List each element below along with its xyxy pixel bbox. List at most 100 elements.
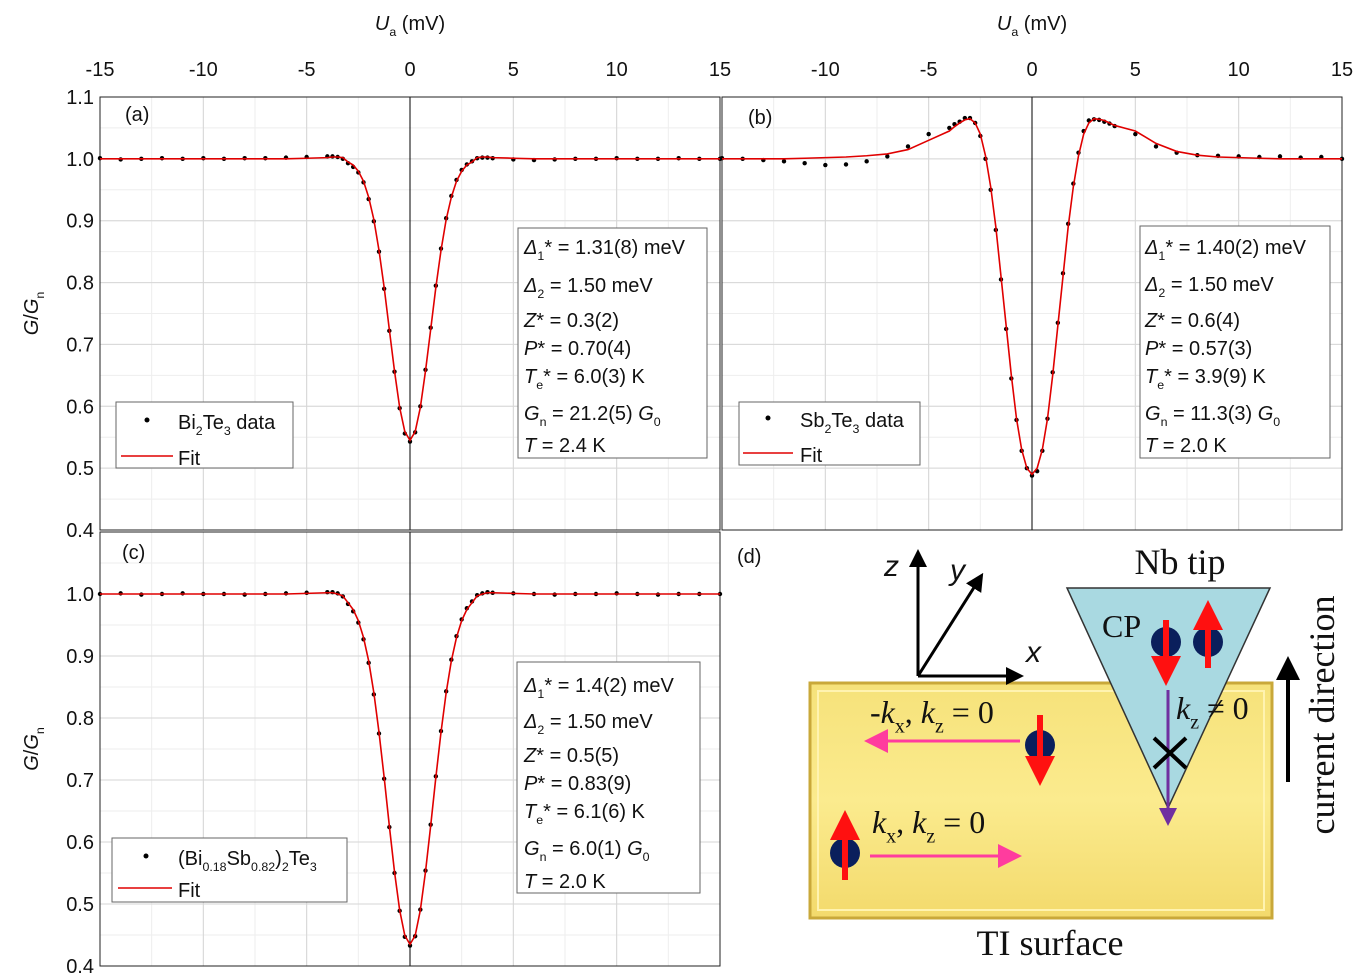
surface-label: TI surface	[977, 923, 1124, 963]
plot-frame	[99, 531, 721, 967]
fit-parameter: T = 2.0 K	[524, 871, 606, 893]
fit-parameter: Δ1* = 1.4(2) meV	[523, 675, 675, 701]
x-tick-label: 5	[1130, 59, 1141, 81]
axis-label: y	[948, 554, 967, 587]
data-point	[823, 162, 828, 168]
y-tick-label: 0.8	[66, 273, 94, 295]
legend-label: Fit	[178, 880, 201, 902]
kz-label: kz ≠ 0	[1176, 690, 1249, 734]
y-tick-label: 0.9	[66, 211, 94, 233]
legend-marker	[144, 417, 150, 423]
momentum-label: kx, kz = 0	[872, 804, 985, 848]
fit-line	[100, 591, 720, 946]
chart-panel: -10 -5 0 5 10 15 Ua (mV) (b) Sb2Te3 data Fit Δ1* =…	[719, 13, 1353, 531]
spins	[830, 600, 1223, 880]
y-tick-label: 0.6	[66, 396, 94, 418]
fit-parameter: Z* = 0.5(5)	[523, 745, 619, 767]
params-box	[517, 227, 708, 459]
fit-line	[100, 156, 720, 442]
data-point	[864, 159, 869, 164]
axis-label: x	[1024, 636, 1042, 669]
fit-parameter: Δ1* = 1.40(2) meV	[1144, 237, 1307, 263]
axis-label: z	[883, 550, 899, 583]
cp-label: CP	[1102, 608, 1141, 644]
bevel	[817, 690, 1265, 911]
fit-parameter: Gn = 6.0(1) G0	[524, 838, 650, 864]
panel-label: (d)	[737, 546, 761, 568]
current-label: current direction	[1302, 596, 1342, 835]
y-tick-label: 0.9	[66, 646, 94, 668]
fit-parameter: Gn = 11.3(3) G0	[1145, 403, 1280, 429]
data-point	[885, 154, 890, 159]
x-tick-label: 5	[508, 59, 519, 81]
panel-label: (b)	[748, 107, 772, 129]
chart-panel: 0.4 0.5 0.6 0.7 0.8 0.9 1.0 G/Gn (c) (Bi0.18Sb0.8…	[21, 531, 723, 976]
fit-parameter: Δ2 = 1.50 meV	[523, 275, 653, 301]
data-point	[802, 160, 807, 166]
x-tick-label: -15	[86, 59, 115, 81]
charts: -15 -10 -5 0 5 10 15 0.4 0.5 0.6 0.7 0.8 0.9 1.0 1.1 Ua…	[21, 13, 1353, 976]
y-tick-label: 0.6	[66, 832, 94, 854]
y-tick-label: 0.4	[66, 956, 94, 976]
y-tick-label: 0.4	[66, 520, 94, 542]
fit-parameter: Te* = 3.9(9) K	[1145, 366, 1267, 392]
legend-marker	[765, 415, 771, 421]
fit-parameter: Te* = 6.1(6) K	[524, 801, 646, 827]
legend-label: Fit	[178, 448, 201, 470]
y-tick-label: 0.7	[66, 770, 94, 792]
x-tick-label: -10	[189, 59, 218, 81]
tip-label: Nb tip	[1134, 542, 1225, 582]
data-point	[781, 159, 787, 164]
fit-parameter: Gn = 21.2(5) G0	[524, 403, 661, 429]
y-tick-label: 0.5	[66, 458, 94, 480]
data-point	[947, 125, 952, 131]
y-axis-label: G/Gn	[21, 292, 47, 336]
momentum-label: -kx, kz = 0	[870, 694, 994, 738]
data-point	[843, 162, 849, 167]
fit-line	[722, 117, 1342, 476]
y-tick-label: 0.5	[66, 894, 94, 916]
plot-frame	[721, 96, 1343, 531]
y-tick-label: 1.1	[66, 87, 94, 109]
forbidden-mark	[1152, 736, 1188, 770]
legend-marker	[143, 853, 149, 859]
legend-label: Bi2Te3 data	[178, 412, 276, 438]
x-tick-label: 15	[1331, 59, 1353, 81]
data-point	[926, 131, 931, 137]
x-tick-label: -5	[920, 59, 938, 81]
x-tick-label: 10	[1228, 59, 1250, 81]
fit-parameter: Δ2 = 1.50 meV	[523, 711, 653, 737]
panel-label: (c)	[122, 542, 145, 564]
x-tick-label: 0	[1026, 59, 1037, 81]
y-tick-label: 0.7	[66, 334, 94, 356]
fit-parameter: P* = 0.83(9)	[524, 773, 631, 795]
legend-label: Sb2Te3 data	[800, 410, 905, 436]
x-tick-label: -10	[811, 59, 840, 81]
fit-parameter: T = 2.0 K	[1145, 435, 1227, 457]
fit-parameter: Δ2 = 1.50 meV	[1144, 274, 1274, 300]
diagram: (d) Nb tip CP current direction TI surfa…	[737, 542, 1342, 963]
fit-parameter: P* = 0.57(3)	[1145, 338, 1252, 360]
panel-label: (a)	[125, 104, 149, 126]
fit-parameter: T = 2.4 K	[524, 435, 606, 457]
legend-box	[115, 401, 294, 469]
fit-parameter: Z* = 0.6(4)	[1144, 310, 1240, 332]
legend-box	[111, 837, 348, 903]
x-tick-label: 15	[709, 59, 731, 81]
data-point	[1153, 144, 1159, 149]
legend-box	[738, 401, 921, 466]
fit-parameter: Δ1* = 1.31(8) meV	[523, 237, 686, 263]
params-box	[1139, 225, 1331, 459]
y-axis-label: G/Gn	[21, 727, 47, 771]
fit-parameter: Z* = 0.3(2)	[523, 310, 619, 332]
data-point	[1133, 131, 1138, 137]
fit-parameter: P* = 0.70(4)	[524, 338, 631, 360]
y-tick-label: 0.8	[66, 708, 94, 730]
data-point	[905, 144, 911, 149]
x-tick-label: 0	[404, 59, 415, 81]
fit-parameter: Te* = 6.0(3) K	[524, 366, 646, 392]
axis-y	[916, 572, 984, 677]
plot-frame	[99, 96, 721, 531]
x-axis-label: Ua (mV)	[375, 13, 445, 39]
